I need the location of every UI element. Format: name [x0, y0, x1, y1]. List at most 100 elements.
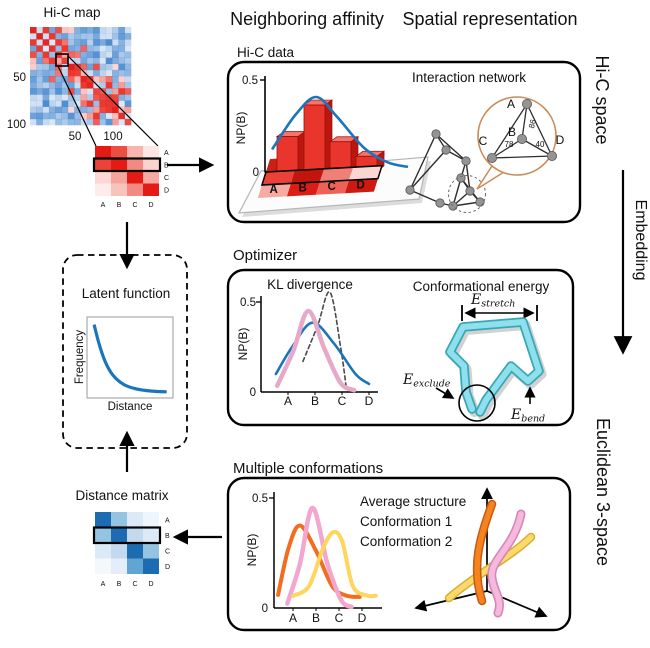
strip-cell	[315, 180, 349, 195]
heatmap-cell	[61, 57, 69, 65]
matrix-col-label: A	[101, 581, 106, 588]
interaction-network-title: Interaction network	[412, 70, 526, 85]
heatmap-cell	[55, 33, 62, 40]
heatmap-cell	[112, 45, 119, 52]
network-zoom-bubble	[477, 96, 557, 176]
e-stretch-label: Estretch	[470, 292, 515, 310]
heatmap-cell	[55, 100, 62, 107]
matrix-cell	[127, 558, 143, 574]
legend-item: Average structure	[360, 494, 466, 509]
heatmap-cell	[99, 45, 107, 52]
heatmap-cell	[86, 69, 94, 77]
conformational-energy-title: Conformational energy	[413, 279, 550, 294]
heatmap-cell	[118, 33, 125, 40]
heatmap-cell	[30, 82, 37, 89]
e-bend-label: Ebend	[510, 407, 545, 425]
highlighted-row-outline	[92, 526, 162, 545]
heatmap-cell	[118, 69, 125, 77]
heatmap-cell	[99, 76, 107, 83]
heatmap-cell	[36, 94, 43, 101]
heatmap-cell	[112, 33, 119, 40]
heatmap-cell	[124, 118, 132, 126]
heatmap-cell	[48, 112, 56, 120]
heatmap-strip-front	[257, 164, 384, 198]
heatmap-cell	[36, 76, 43, 83]
heatmap-cell	[112, 76, 119, 83]
heatmap-cell	[74, 100, 81, 107]
heatmap-cell	[93, 76, 100, 83]
heatmap-cell	[74, 112, 81, 120]
heatmap-cell	[93, 57, 100, 65]
highlighted-row-outline	[92, 157, 162, 173]
heatmap-cell	[61, 82, 69, 89]
heatmap-cell	[86, 76, 94, 83]
x-tick-label: C	[335, 611, 344, 625]
heatmap-cell	[36, 63, 43, 71]
heatmap-cell	[118, 45, 125, 52]
heatmap-cell	[80, 39, 88, 46]
heatmap-cell	[124, 39, 132, 46]
matrix-row-label: B	[164, 162, 169, 169]
heatmap-cell	[112, 27, 119, 34]
matrix-cell	[143, 512, 159, 528]
heatmap-cell	[80, 76, 88, 83]
heatmap-cell	[74, 33, 81, 40]
strip-category-label: A	[269, 184, 277, 196]
heatmap-cell	[30, 76, 37, 83]
heatmap-cell	[86, 45, 94, 52]
heatmap-cell	[93, 100, 100, 107]
edge-weight-ab: 86	[527, 118, 538, 129]
heatmap-cell	[42, 82, 50, 89]
heatmap-cell	[124, 76, 132, 83]
heatmap-cell	[67, 100, 75, 107]
heatmap-cell	[99, 82, 107, 89]
strip-cell	[261, 170, 295, 185]
heatmap-cell	[118, 57, 125, 65]
matrix-cell	[143, 543, 159, 559]
heatmap-cell	[118, 76, 125, 83]
kl-ytick-bottom: 0	[250, 387, 256, 399]
heatmap-cell	[74, 82, 81, 89]
heatmap-cell	[99, 94, 107, 101]
heatmap-cell	[93, 82, 100, 89]
heatmap-cell	[67, 27, 75, 34]
strip-category-label: C	[327, 181, 335, 193]
bubble-edges	[491, 103, 553, 159]
heatmap-cell	[30, 88, 37, 95]
heatmap-cell	[86, 112, 94, 120]
heatmap-cell	[61, 33, 69, 40]
series-curve	[302, 291, 347, 388]
heatmap-cell	[80, 106, 88, 114]
heatmap-cell	[67, 118, 75, 126]
heatmap-cell	[55, 82, 62, 89]
heatmap-cell	[74, 88, 81, 95]
node-label-b: B	[508, 125, 516, 139]
heatmap-cell	[105, 69, 113, 77]
heatmap-cell	[99, 106, 107, 114]
matrix-cell	[95, 558, 111, 574]
heatmap-cell	[55, 76, 62, 83]
heatmap-cell	[36, 69, 43, 77]
hic-map-ytick-100: 100	[7, 119, 26, 131]
edge-weight-cb: 78	[505, 140, 514, 149]
heatmap-cell	[67, 63, 75, 71]
heatmap-cell	[93, 33, 100, 40]
matrix-cell	[111, 558, 127, 574]
x-tick-label: B	[311, 394, 319, 408]
strip-cell	[290, 168, 324, 184]
matrix-cell	[95, 183, 111, 196]
strip-category-label: B	[298, 183, 306, 195]
heatmap-cell	[105, 106, 113, 114]
heatmap-cell	[112, 88, 119, 95]
matrix-cell	[143, 171, 159, 184]
heatmap-cell	[80, 33, 88, 40]
bar-chart-ytick-top: 0.5	[242, 75, 258, 87]
header-neighboring-affinity: Neighboring affinity	[230, 9, 384, 29]
fit-curve	[270, 95, 409, 169]
heatmap-cell	[86, 94, 94, 101]
heatmap-cell	[80, 118, 88, 126]
matrix-cell	[111, 146, 127, 159]
matrix-cell	[95, 171, 111, 184]
heatmap-cell	[36, 88, 43, 95]
